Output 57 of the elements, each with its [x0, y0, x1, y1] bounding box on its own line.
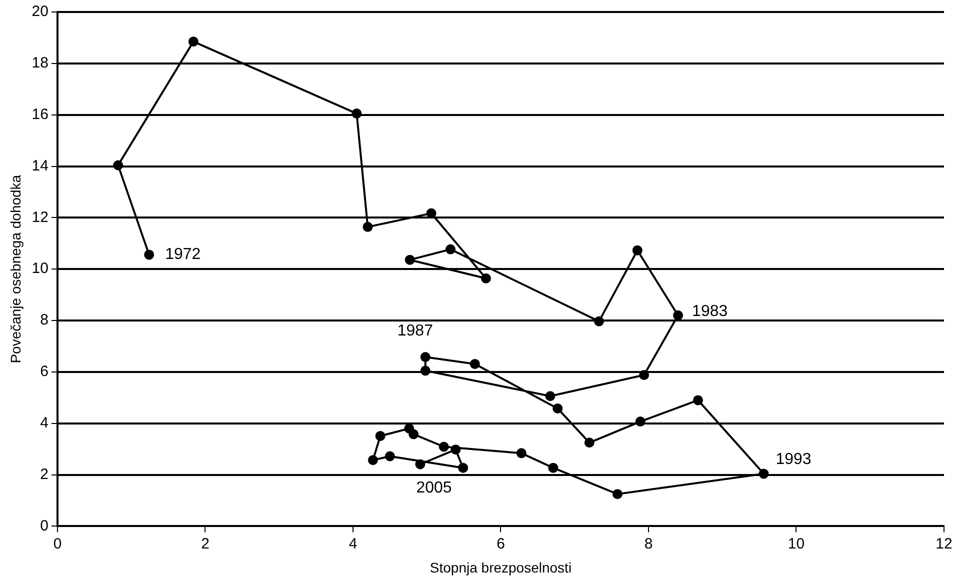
x-tick-label: 8	[644, 535, 653, 552]
y-tick-label: 0	[40, 517, 48, 534]
point	[352, 108, 362, 119]
annotation: 1983	[692, 302, 728, 320]
x-tick-label: 4	[348, 535, 358, 552]
point	[450, 444, 461, 455]
point	[612, 489, 622, 500]
y-axis-title: Povečanje osebnega dohodka	[7, 174, 24, 364]
y-tick-label: 20	[32, 3, 48, 20]
y-tick-label: 16	[32, 106, 48, 123]
y-tick-label: 8	[40, 312, 48, 329]
y-tick-label: 18	[32, 54, 48, 72]
point	[420, 366, 430, 376]
point	[639, 370, 650, 380]
point	[384, 451, 395, 462]
point	[446, 244, 456, 254]
point	[415, 459, 426, 470]
point	[673, 310, 684, 320]
y-tick-label: 2	[40, 466, 48, 483]
point	[692, 395, 703, 406]
point	[470, 358, 480, 369]
point	[632, 245, 642, 256]
x-tick-label: 6	[496, 535, 505, 552]
y-tick-label: 6	[40, 363, 48, 380]
x-tick-label: 10	[788, 535, 805, 552]
y-tick-label: 4	[40, 414, 48, 432]
point	[404, 254, 415, 265]
x-tick-label: 0	[53, 535, 62, 552]
point	[516, 448, 526, 458]
point	[552, 403, 563, 414]
point	[438, 442, 449, 452]
point	[144, 250, 154, 260]
annotation: 1972	[165, 246, 201, 264]
point	[545, 391, 556, 402]
point	[188, 36, 198, 47]
y-tick-label: 14	[32, 157, 48, 174]
point	[368, 455, 378, 466]
x-tick-label: 2	[201, 535, 210, 552]
x-tick-label: 12	[936, 535, 952, 552]
point	[420, 352, 430, 362]
point	[548, 462, 558, 473]
point	[458, 462, 468, 473]
point	[480, 273, 491, 284]
point	[375, 430, 386, 441]
y-tick-label: 10	[32, 260, 48, 278]
point	[113, 160, 124, 170]
point	[594, 316, 604, 326]
point	[362, 222, 373, 232]
y-tick-label: 12	[32, 208, 48, 226]
annotation: 1987	[397, 322, 434, 340]
point	[758, 468, 769, 479]
point	[635, 416, 646, 427]
point	[404, 424, 414, 434]
annotation: 1993	[776, 451, 812, 468]
x-axis-title: Stopnja brezposelnosti	[430, 559, 572, 576]
point	[584, 438, 594, 448]
annotation: 2005	[416, 480, 452, 497]
